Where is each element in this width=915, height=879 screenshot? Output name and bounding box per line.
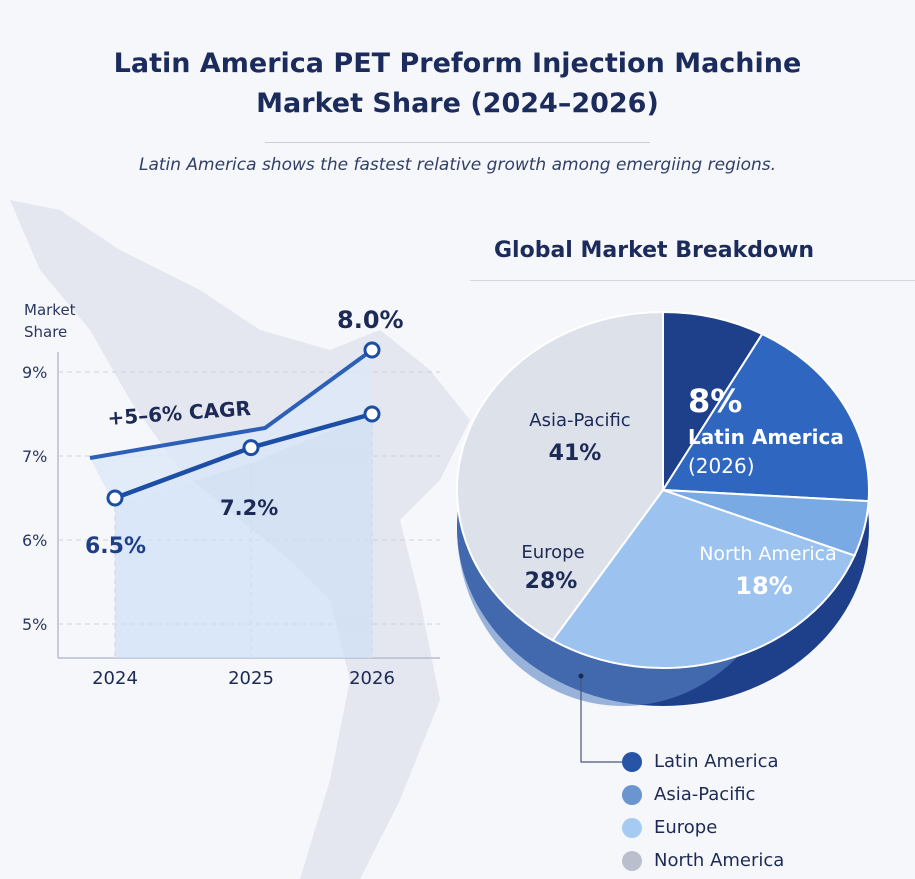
data-label: 8.0% [337,306,404,334]
legend-item: Asia-Pacific [622,784,755,805]
y-tick-label: 6% [22,531,47,550]
legend-item: Europe [622,817,717,838]
slice-value-europe: 28% [525,569,578,594]
legend-swatch [622,784,642,805]
slice-label-asia-pacific: Asia-Pacific [529,410,630,431]
data-point [106,489,124,507]
y-tick-label: 7% [22,447,47,466]
title-divider [265,142,650,143]
cagr-band [90,350,372,506]
leader-line [580,676,622,763]
slice-label-latin-america: Latin America [688,425,844,449]
legend-item: North America [622,850,784,871]
slice-value-north-america: 18% [735,572,792,600]
title-line-1: Latin America PET Preform Injection Mach… [113,48,802,79]
data-point [242,439,260,457]
pie-slice-asia-pacific [456,310,664,642]
legend-swatch [622,751,642,772]
pie-title: Global Market Breakdown [494,238,815,263]
slice-label-latin-america: (2026) [688,454,755,478]
x-tick-label: 2026 [349,668,395,689]
y-tick-label: 5% [22,615,47,634]
slice-value-latin-america: 8% [688,382,742,420]
legend-label: Asia-Pacific [654,784,756,805]
y-axis-label: Share [24,323,67,341]
pie-slice-north-america [661,332,870,503]
y-tick-label: 9% [22,363,47,382]
slice-value-asia-pacific: 41% [549,441,602,466]
x-tick-label: 2024 [92,668,138,689]
legend-item: Latin America [622,751,779,772]
y-axis-label: Market [24,301,76,319]
cagr-arrow [89,348,374,460]
pie-slice-latin-america [662,310,764,494]
legend-swatch [622,850,642,871]
x-tick-label: 2025 [228,668,274,689]
data-label: 7.2% [220,496,278,520]
pie-slice-europe [551,488,856,669]
legend-swatch [622,817,642,838]
slice-label-europe: Europe [521,542,584,563]
pie-title-divider [470,280,915,281]
legend-label: Latin America [654,751,779,772]
cagr-endpoint [363,341,381,359]
leader-dot [578,673,584,679]
legend-label: North America [654,850,785,871]
legend-label: Europe [654,817,718,838]
slice-label-north-america: North America [699,543,837,565]
data-point [363,405,381,423]
data-label: 6.5% [85,534,146,559]
title-line-2: Market Share (2024–2026) [256,88,659,119]
subtitle: Latin America shows the fastest relative… [138,155,777,175]
